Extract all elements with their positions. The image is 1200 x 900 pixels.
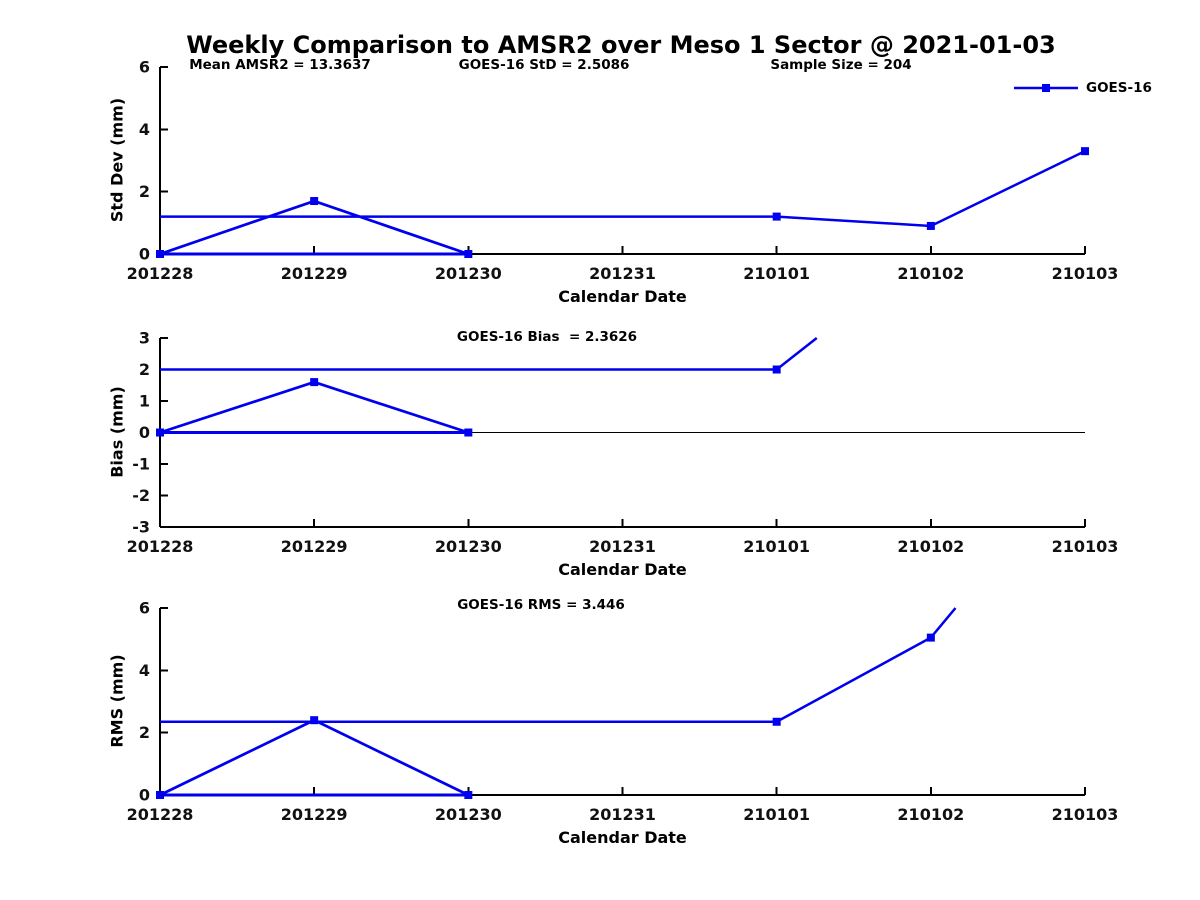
x-tick-label: 201229 bbox=[281, 537, 348, 556]
data-point-marker bbox=[310, 378, 319, 387]
y-tick-label: 0 bbox=[139, 423, 150, 442]
x-tick-label: 210103 bbox=[1052, 805, 1119, 824]
x-tick-label: 210102 bbox=[897, 805, 964, 824]
x-tick-label: 201230 bbox=[435, 805, 502, 824]
annotation-goes16-rms: GOES-16 RMS = 3.446 bbox=[457, 597, 625, 613]
x-tick-label: 210102 bbox=[897, 264, 964, 283]
y-tick-label: 3 bbox=[139, 329, 150, 348]
x-axis-label-top: Calendar Date bbox=[558, 287, 687, 306]
x-tick-label: 201231 bbox=[589, 264, 656, 283]
y-tick-label: 2 bbox=[139, 182, 150, 201]
data-point-marker bbox=[772, 212, 781, 221]
series-line-goes16-weekly bbox=[160, 337, 818, 371]
x-tick-label: 201228 bbox=[127, 264, 194, 283]
data-point-marker bbox=[310, 716, 319, 725]
legend-label: GOES-16 bbox=[1086, 80, 1152, 96]
y-tick-label: 2 bbox=[139, 360, 150, 379]
legend: GOES-16 bbox=[1014, 80, 1152, 96]
x-tick-label: 201228 bbox=[127, 805, 194, 824]
data-point-marker bbox=[772, 365, 781, 374]
annotation-sample-size: Sample Size = 204 bbox=[770, 57, 912, 73]
data-point-marker bbox=[926, 633, 935, 642]
data-point-marker bbox=[1081, 147, 1089, 156]
series-line-goes16-daily bbox=[159, 718, 469, 797]
x-tick-label: 201229 bbox=[281, 805, 348, 824]
annotation-goes16-bias: GOES-16 Bias = 2.3626 bbox=[456, 329, 638, 345]
x-axis-label-bottom: Calendar Date bbox=[558, 828, 687, 847]
y-tick-label: -1 bbox=[132, 455, 150, 474]
y-tick-label: -3 bbox=[132, 518, 150, 537]
series-line-goes16-weekly bbox=[160, 150, 1086, 228]
series-line-goes16-weekly bbox=[160, 607, 957, 724]
x-tick-label: 201231 bbox=[589, 805, 656, 824]
data-point-marker bbox=[310, 197, 319, 206]
y-tick-label: 4 bbox=[139, 120, 150, 139]
data-point-marker bbox=[926, 221, 935, 230]
annotation-goes16-std: GOES-16 StD = 2.5086 bbox=[458, 57, 630, 73]
y-tick-label: 1 bbox=[139, 392, 150, 411]
x-tick-label: 201231 bbox=[589, 537, 656, 556]
x-tick-label: 210101 bbox=[743, 537, 810, 556]
y-tick-label: 0 bbox=[139, 245, 150, 264]
x-tick-label: 210101 bbox=[743, 805, 810, 824]
series-line-goes16-daily bbox=[159, 380, 469, 434]
x-tick-label: 210101 bbox=[743, 264, 810, 283]
y-tick-label: -2 bbox=[132, 486, 150, 505]
x-tick-label: 201230 bbox=[435, 537, 502, 556]
data-point-marker bbox=[772, 717, 781, 726]
legend-line-icon bbox=[1014, 84, 1078, 92]
y-tick-label: 6 bbox=[139, 58, 150, 77]
x-tick-label: 201229 bbox=[281, 264, 348, 283]
y-tick-label: 2 bbox=[139, 723, 150, 742]
x-tick-label: 201228 bbox=[127, 537, 194, 556]
figure-title: Weekly Comparison to AMSR2 over Meso 1 S… bbox=[186, 31, 1056, 59]
x-tick-label: 201230 bbox=[435, 264, 502, 283]
x-tick-label: 210102 bbox=[897, 537, 964, 556]
y-tick-label: 0 bbox=[139, 786, 150, 805]
x-tick-label: 210103 bbox=[1052, 537, 1119, 556]
y-tick-label: 6 bbox=[139, 599, 150, 618]
annotation-mean-amsr2: Mean AMSR2 = 13.3637 bbox=[189, 57, 371, 73]
y-tick-label: 4 bbox=[139, 661, 150, 680]
x-tick-label: 210103 bbox=[1052, 264, 1119, 283]
x-axis-label-middle: Calendar Date bbox=[558, 560, 687, 579]
